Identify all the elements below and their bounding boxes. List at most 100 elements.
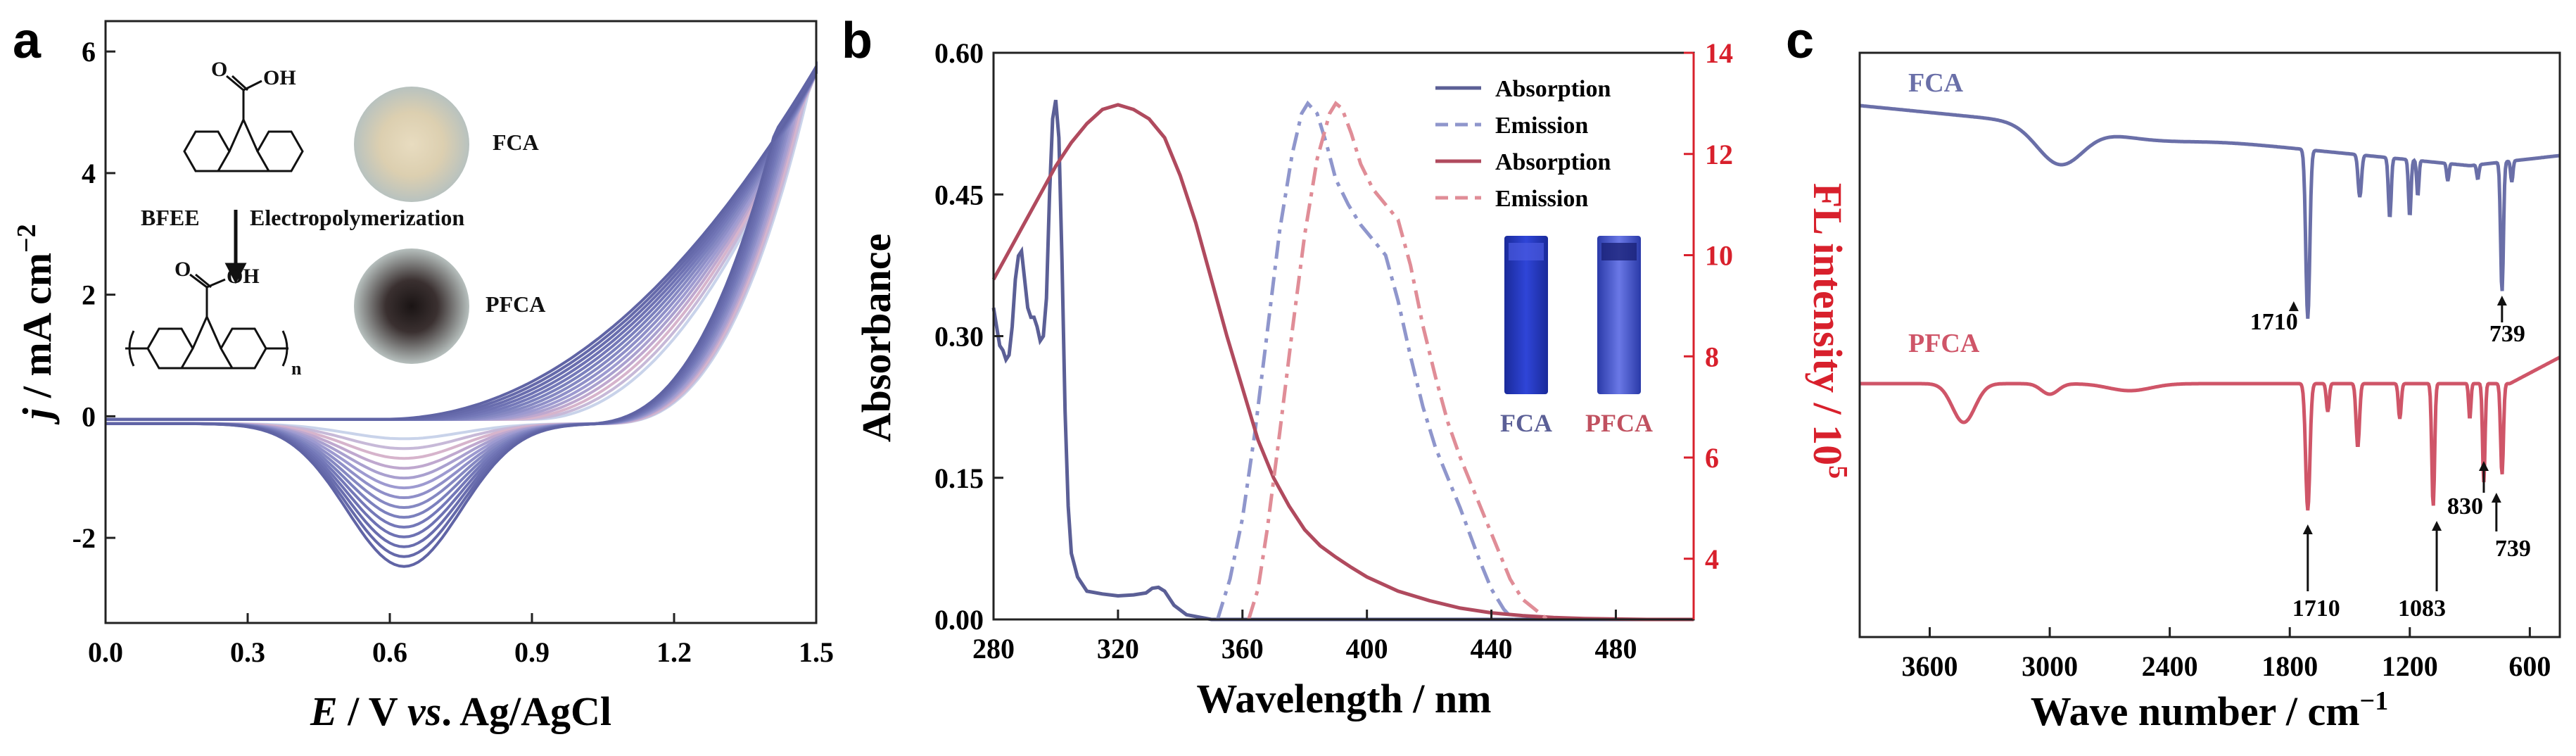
panel-a-frame <box>104 20 818 624</box>
x-tick-label: 0.9 <box>514 636 550 668</box>
spectra-curves <box>991 99 1694 622</box>
y-tick-label: -2 <box>72 522 96 554</box>
peak-annotations: 1710 739 1710 1083 830 739 <box>2250 296 2531 622</box>
x-tick-label: 1800 <box>2261 650 2318 682</box>
legend-label-pfca-em: Emission <box>1495 186 1588 212</box>
panel-c-axes: 3600 3000 2400 1800 1200 600 <box>1902 627 2551 682</box>
panel-a-ylabel: j / mA cm−2 <box>12 224 60 424</box>
pfca-vial-cap <box>1601 243 1637 260</box>
x-tick-label: 480 <box>1594 633 1637 664</box>
c-xlabel-exp: −1 <box>2360 686 2389 716</box>
annotation-label-830: 830 <box>2447 493 2483 519</box>
y2-tick-label: 12 <box>1705 139 1733 170</box>
electropolymerization-label: Electropolymerization <box>250 205 464 230</box>
fca-o-label: O <box>211 58 227 81</box>
y2label-text: FL intensity / 10 <box>1805 183 1851 465</box>
annotation-label-1710: 1710 <box>2250 309 2298 335</box>
panel-letter-a: a <box>13 13 42 69</box>
pfca-powder-photo <box>354 248 469 364</box>
y-tick-label: 0 <box>82 401 96 432</box>
xlabel-vs: vs <box>407 688 441 734</box>
vial-label-fca: FCA <box>1500 409 1552 437</box>
ftir-trace-fca <box>1859 103 2561 319</box>
panel-a: a 0.0 0.3 0.6 0.9 1.2 1.5 -2 0 2 4 6 E / V vs. Ag/… <box>12 13 834 734</box>
x-tick-label: 3600 <box>1902 650 1958 682</box>
annotation-label-739: 739 <box>2489 321 2525 347</box>
pfca-photo-label: PFCA <box>486 291 545 317</box>
x-tick-label: 440 <box>1471 633 1513 664</box>
x-tick-label: 0.3 <box>230 636 265 668</box>
series-pfca-emission <box>1247 101 1549 621</box>
panel-b-axes: 280 320 360 400 440 480 0.00 0.15 0.30 0.45 0.60 4 6… <box>934 37 1733 664</box>
x-tick-label: 1.2 <box>656 636 692 668</box>
x-tick-label: 0.6 <box>372 636 407 668</box>
panel-a-axes: 0.0 0.3 0.6 0.9 1.2 1.5 -2 0 2 4 6 <box>72 36 834 668</box>
polymer-n-label: n <box>291 358 302 379</box>
x-tick-label: 1200 <box>2382 650 2438 682</box>
panel-c-frame <box>1858 51 2561 638</box>
fca-oh-label: OH <box>263 66 296 89</box>
x-tick-label: 1.5 <box>799 636 834 668</box>
series-fca-emission <box>1216 100 1515 621</box>
y-tick-label: 0.30 <box>934 321 984 353</box>
pfca-vial-photo <box>1597 236 1641 394</box>
fca-molecule <box>183 75 304 172</box>
panel-b: b 280 320 360 400 440 480 0.00 0.15 0.30 0.45 0.60… <box>842 13 1853 722</box>
annotation-arrowhead-739 <box>2496 296 2507 305</box>
y-tick-label: 0.15 <box>934 462 984 494</box>
bfee-label: BFEE <box>141 205 200 230</box>
annotation-arrowhead-1710 <box>2288 301 2299 311</box>
electropolymerization-scheme: O OH BFEE Electropolymerization <box>125 58 545 379</box>
y2-tick-label: 8 <box>1705 341 1719 372</box>
y-tick-label: 0.00 <box>934 604 984 636</box>
series-pfca-absorption <box>991 103 1694 622</box>
ftir-trace-pfca <box>1860 355 2561 511</box>
panel-b-frame <box>992 51 1695 621</box>
x-tick-label: 360 <box>1222 633 1264 664</box>
y-tick-label: 4 <box>82 158 96 189</box>
ftir-curves <box>1859 103 2561 511</box>
xlabel-ref: . Ag/AgCl <box>441 688 611 734</box>
c-xlabel-text: Wave number / cm <box>2031 688 2360 734</box>
xlabel-e: E <box>310 688 338 734</box>
x-tick-label: 400 <box>1346 633 1388 664</box>
panel-b-legend: Absorption Emission Absorption Emission <box>1435 76 1611 212</box>
legend-label-pfca-abs: Absorption <box>1495 149 1611 175</box>
annotation-arrowhead-830 <box>2478 461 2489 471</box>
fca-photo-label: FCA <box>493 130 539 155</box>
series-label-pfca: PFCA <box>1908 329 1980 358</box>
panel-b-y2label: FL intensity / 105 <box>1805 183 1853 479</box>
annotation-arrowhead-739 <box>2491 493 2501 503</box>
y2-tick-label: 10 <box>1705 240 1733 272</box>
xlabel-unit: / V <box>338 688 407 734</box>
y2-tick-label: 4 <box>1705 543 1719 575</box>
pfca-o-label: O <box>175 258 191 281</box>
legend-label-fca-abs: Absorption <box>1495 76 1611 102</box>
y-tick-label: 2 <box>82 279 96 311</box>
series-fca-absorption <box>991 99 1694 622</box>
pfca-oh-label: OH <box>227 265 260 288</box>
x-tick-label: 280 <box>972 633 1015 664</box>
y-tick-label: 0.45 <box>934 179 984 210</box>
panel-b-ylabel: Absorbance <box>854 234 899 442</box>
fca-vial-meniscus <box>1509 243 1544 260</box>
annotation-label-1710: 1710 <box>2292 596 2340 622</box>
annotation-arrowhead-1083 <box>2432 521 2442 531</box>
series-label-fca: FCA <box>1908 68 1964 98</box>
panel-letter-b: b <box>842 13 873 69</box>
panel-c-xlabel: Wave number / cm−1 <box>2031 686 2388 734</box>
x-tick-label: 600 <box>2508 650 2551 682</box>
x-tick-label: 320 <box>1097 633 1139 664</box>
fca-powder-photo <box>354 87 469 202</box>
fca-vial-photo <box>1504 236 1548 394</box>
annotation-label-1083: 1083 <box>2398 596 2446 622</box>
panel-a-xlabel: E / V vs. Ag/AgCl <box>310 688 611 734</box>
ylabel-exp: −2 <box>12 224 42 253</box>
x-tick-label: 0.0 <box>88 636 123 668</box>
annotation-arrowhead-1710 <box>2302 524 2313 534</box>
pfca-molecule <box>125 273 288 370</box>
legend-label-fca-em: Emission <box>1495 113 1588 139</box>
y2label-exp: 5 <box>1823 465 1853 479</box>
panel-letter-c: c <box>1786 13 1814 69</box>
